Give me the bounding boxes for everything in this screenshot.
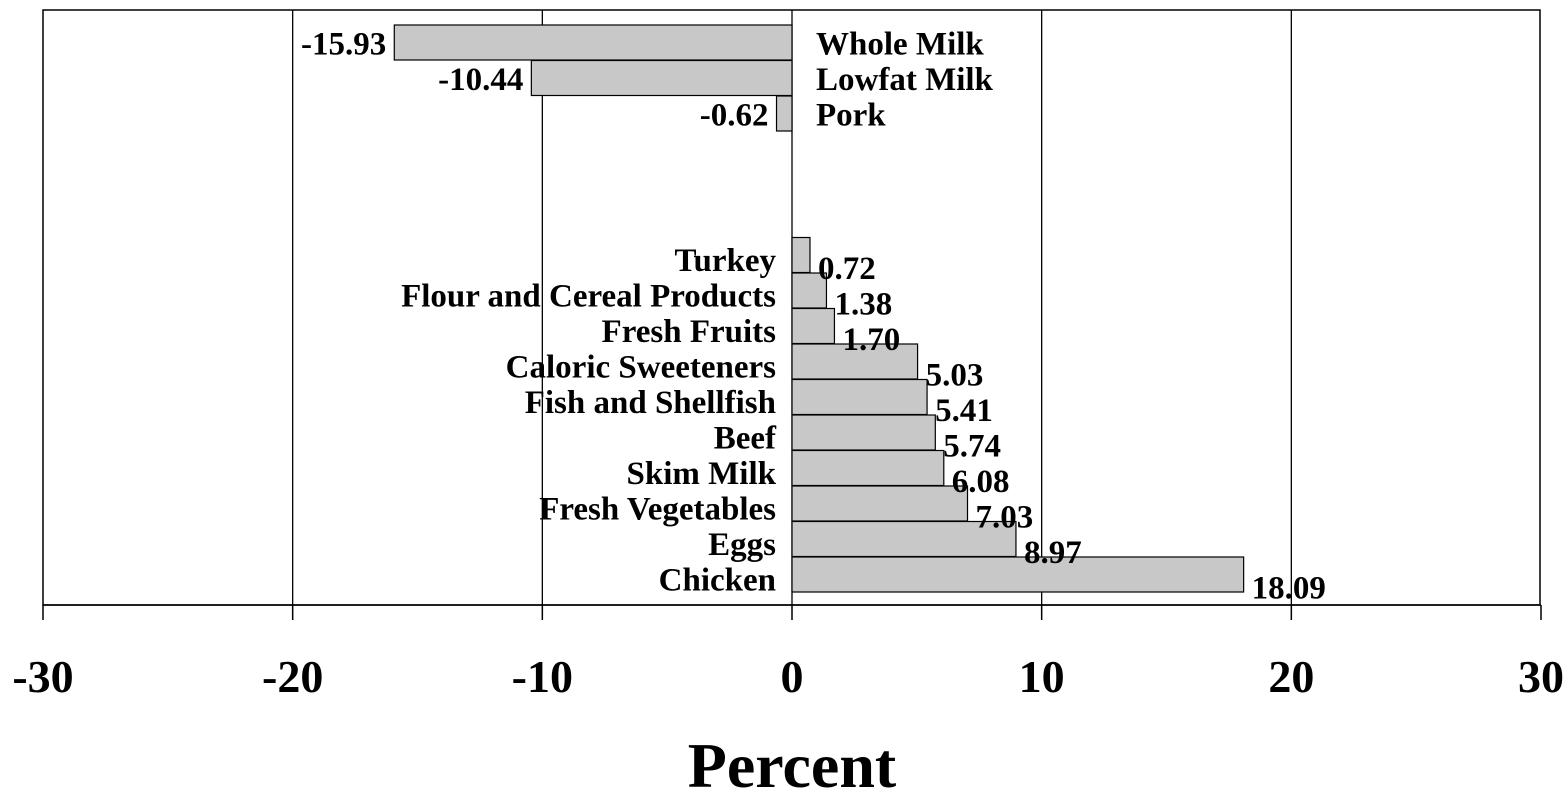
x-tick-label: -20 (262, 651, 323, 702)
category-label-beef: Beef (714, 421, 777, 457)
category-label-skim-milk: Skim Milk (627, 456, 777, 492)
value-label-lowfat-milk: -10.44 (438, 62, 523, 98)
category-label-eggs: Eggs (708, 527, 776, 563)
value-label-caloric-sweeteners: 5.03 (926, 358, 984, 394)
bar-beef (791, 414, 936, 451)
x-tick-label: 20 (1268, 651, 1314, 702)
category-label-chicken: Chicken (659, 563, 776, 599)
bar-fish-and-shellfish (791, 378, 928, 416)
labels-layer: Whole Milk -15.93 Lowfat Milk -10.44 Pork -0.… (301, 27, 1326, 607)
category-label-flour-and-cereal-products: Flour and Cereal Products (401, 279, 776, 315)
bar-chicken (791, 556, 1245, 593)
bar-fresh-vegetables (791, 485, 969, 522)
value-label-whole-milk: -15.93 (301, 27, 386, 63)
value-label-flour-and-cereal-products: 1.38 (834, 287, 892, 323)
bar-fresh-fruits (791, 307, 836, 345)
value-label-fresh-vegetables: 7.03 (976, 500, 1034, 536)
value-label-skim-milk: 6.08 (952, 464, 1010, 500)
value-label-eggs: 8.97 (1024, 535, 1082, 571)
value-label-fresh-fruits: 1.70 (842, 322, 900, 358)
x-tick-label: 0 (781, 651, 804, 702)
x-axis-title: Percent (688, 730, 897, 790)
x-tick-label: -10 (512, 651, 573, 702)
value-label-fish-and-shellfish: 5.41 (935, 393, 993, 429)
bars-layer (393, 24, 1245, 593)
value-label-chicken: 18.09 (1252, 571, 1326, 607)
category-label-fresh-fruits: Fresh Fruits (602, 314, 777, 350)
value-label-pork: -0.62 (700, 98, 769, 134)
bar-whole-milk (393, 24, 793, 61)
x-axis-ticks: -30 -20 -10 0 10 20 30 (12, 605, 1564, 702)
x-tick-label: 30 (1518, 651, 1564, 702)
bar-lowfat-milk (530, 59, 793, 97)
value-label-beef: 5.74 (943, 429, 1001, 465)
value-label-turkey: 0.72 (818, 251, 876, 287)
x-tick-label: 10 (1019, 651, 1065, 702)
category-label-fresh-vegetables: Fresh Vegetables (539, 492, 776, 528)
bar-flour-and-cereal-products (791, 272, 828, 309)
bar-eggs (791, 520, 1017, 558)
bar-pork (775, 95, 793, 132)
category-label-caloric-sweeteners: Caloric Sweeteners (506, 350, 776, 386)
category-label-lowfat-milk: Lowfat Milk (816, 62, 994, 98)
bar-caloric-sweeteners (791, 343, 919, 380)
category-label-turkey: Turkey (675, 243, 777, 279)
category-label-fish-and-shellfish: Fish and Shellfish (525, 385, 776, 421)
category-label-pork: Pork (816, 98, 886, 134)
bar-skim-milk (791, 449, 945, 487)
x-tick-label: -30 (12, 651, 73, 702)
category-label-whole-milk: Whole Milk (816, 27, 984, 63)
bar-turkey (791, 236, 811, 274)
